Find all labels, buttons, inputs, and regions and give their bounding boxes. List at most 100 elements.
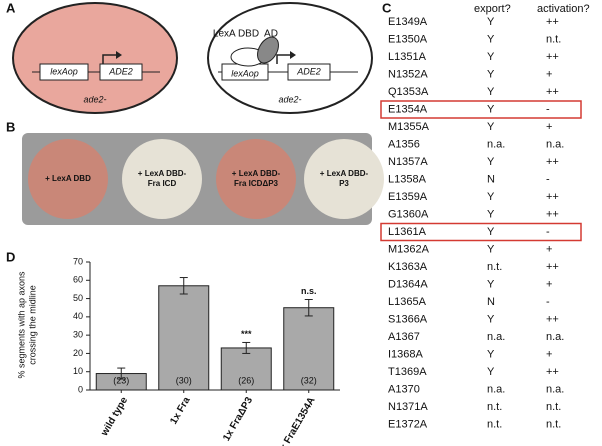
- row-highlight: [380, 100, 582, 119]
- x-tick-label: 1x FraE1354A: [275, 395, 317, 446]
- table-cell: Y: [487, 243, 495, 255]
- table-cell: +: [546, 278, 552, 290]
- table-cell: L1365A: [388, 296, 427, 308]
- x-tick-label: 1x Fra: [168, 395, 192, 426]
- spot-label: P3: [339, 179, 349, 188]
- gene-label: ADE2: [108, 66, 133, 76]
- table-cell: Y: [487, 33, 495, 45]
- table-cell: Y: [487, 86, 495, 98]
- y-axis-label: % segments with ap axons: [16, 271, 26, 379]
- table-cell: n.a.: [546, 383, 564, 395]
- row-highlight: [380, 222, 582, 242]
- table-cell: Q1353A: [388, 86, 429, 98]
- table-cell: Y: [487, 191, 495, 203]
- table-cell: Y: [487, 208, 495, 220]
- table-cell: ++: [546, 191, 559, 203]
- table-cell: N1352A: [388, 68, 428, 80]
- table-cell: I1368A: [388, 348, 424, 360]
- arrow: [276, 54, 290, 64]
- strain-label: ade2-: [278, 94, 301, 104]
- table-cell: -: [546, 103, 550, 115]
- table-cell: A1356: [388, 138, 420, 150]
- spots: + LexA DBD+ LexA DBD-Fra ICD+ LexA DBD-F…: [28, 139, 384, 219]
- ad-shape: [257, 36, 279, 64]
- promoter-box: [39, 63, 89, 81]
- panel-label: C: [382, 0, 392, 15]
- panel-label: B: [6, 119, 15, 134]
- table-cell: A1370: [388, 383, 420, 395]
- table-cell: Y: [487, 16, 495, 28]
- table-cell: K1363A: [388, 261, 428, 273]
- table-cell: +: [546, 243, 552, 255]
- table-cell: ++: [546, 156, 559, 168]
- table-cell: M1355A: [388, 121, 430, 133]
- table-cell: n.t.: [546, 401, 561, 413]
- ad-label: AD: [264, 29, 278, 40]
- table-cell: E1354A: [388, 103, 428, 115]
- bar: [158, 285, 210, 391]
- dbd-label: LexA DBD: [213, 29, 259, 40]
- table-cell: A1367: [388, 331, 420, 343]
- significance-label: ***: [241, 329, 252, 339]
- x-tick-label: wild type: [99, 395, 131, 439]
- spot-label: Fra ICD: [148, 179, 177, 188]
- table-cell: Y: [487, 278, 495, 290]
- colony-spot: [216, 139, 296, 219]
- y-tick-label: 40: [73, 311, 83, 321]
- table-cell: ++: [546, 313, 559, 325]
- table-cell: -: [546, 226, 550, 238]
- table-cell: E1372A: [388, 418, 428, 430]
- table-cell: +: [546, 68, 552, 80]
- spot-label: + LexA DBD-: [138, 169, 187, 178]
- table-cell: Y: [487, 366, 495, 378]
- n-label: (23): [113, 375, 129, 385]
- table-cell: ++: [546, 261, 559, 273]
- x-tick-label: 1x FraΔP3: [221, 395, 255, 443]
- table-cell: n.a.: [546, 138, 564, 150]
- y-tick-label: 50: [73, 293, 83, 303]
- y-axis-label: crossing the midline: [27, 285, 37, 365]
- n-label: (26): [238, 375, 254, 385]
- gene-box: [287, 63, 331, 81]
- table-cell: +: [546, 348, 552, 360]
- table-cell: L1361A: [388, 226, 427, 238]
- table-cell: M1362A: [388, 243, 430, 255]
- colony-spot: [122, 139, 202, 219]
- promoter-label: lexAop: [50, 66, 78, 76]
- gene-box: [99, 63, 143, 81]
- table-cell: T1369A: [388, 366, 427, 378]
- table-cell: n.t.: [487, 261, 502, 273]
- table-cell: -: [546, 173, 550, 185]
- table-cell: Y: [487, 348, 495, 360]
- gene-label: ADE2: [296, 66, 321, 76]
- table-cell: n.a.: [546, 331, 564, 343]
- table-cell: L1351A: [388, 51, 427, 63]
- colony-spot: [28, 139, 108, 219]
- panel-label: D: [6, 249, 15, 264]
- strain-label: ade2-: [83, 94, 106, 104]
- arrow: [102, 54, 116, 64]
- table-cell: n.t.: [546, 418, 561, 430]
- table-cell: L1358A: [388, 173, 427, 185]
- table-cell: G1360A: [388, 208, 429, 220]
- spot-label: Fra ICDΔP3: [234, 179, 279, 188]
- table-cell: E1350A: [388, 33, 428, 45]
- significance-label: n.s.: [301, 286, 317, 296]
- table-cell: ++: [546, 51, 559, 63]
- table-cell: ++: [546, 208, 559, 220]
- table-cell: n.t.: [487, 418, 502, 430]
- y-tick-label: 20: [73, 348, 83, 358]
- y-tick-label: 60: [73, 275, 83, 285]
- table-cell: ++: [546, 16, 559, 28]
- table-cell: N1357A: [388, 156, 428, 168]
- y-tick-label: 30: [73, 330, 83, 340]
- table-cell: Y: [487, 51, 495, 63]
- colony-spot: [304, 139, 384, 219]
- table-cell: -: [546, 296, 550, 308]
- spot-label: + LexA DBD: [45, 174, 91, 183]
- table-cell: Y: [487, 121, 495, 133]
- spot-label: + LexA DBD-: [232, 169, 281, 178]
- table-cell: N: [487, 296, 495, 308]
